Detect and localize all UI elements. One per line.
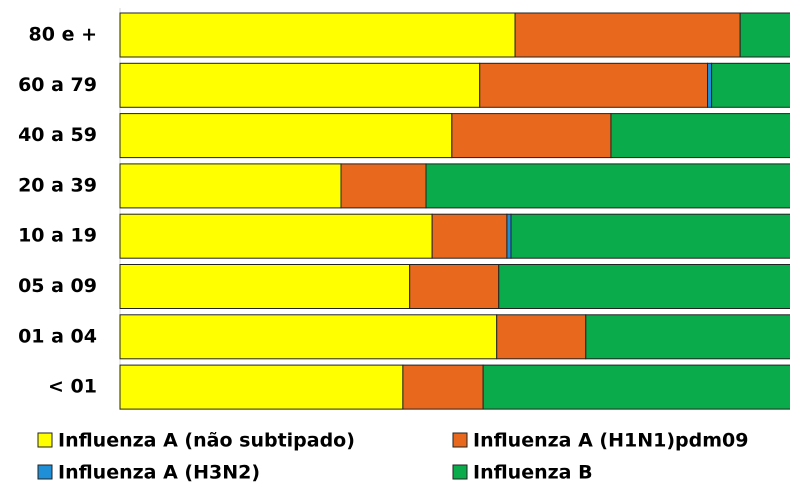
y-tick-label: 80 e + (29, 24, 97, 46)
bar-segment (496, 314, 587, 360)
bar-segment (479, 62, 709, 108)
bar-segment (510, 213, 790, 259)
y-tick-label: 10 a 19 (18, 225, 97, 247)
bar-segment (739, 12, 790, 58)
legend-swatch (37, 432, 53, 448)
legend-label: Influenza A (H1N1)pdm09 (473, 430, 748, 452)
bar-segment (610, 113, 790, 159)
bar-segment (119, 213, 433, 259)
y-tick-label: 40 a 59 (18, 124, 97, 146)
bar-segment (514, 12, 741, 58)
legend-label: Influenza A (H3N2) (58, 462, 260, 484)
bar-segment (498, 264, 790, 309)
legend-label: Influenza A (não subtipado) (58, 430, 355, 452)
y-tick-label: < 01 (48, 376, 97, 398)
legend-swatch (37, 464, 53, 480)
bar-segment (451, 113, 612, 159)
bar-segment (707, 62, 713, 108)
bar-segment (482, 364, 790, 410)
bar-segment (119, 62, 481, 108)
legend-swatch (452, 464, 468, 480)
bar-segment (425, 163, 790, 209)
bar-segment (119, 314, 498, 360)
legend-label: Influenza B (473, 462, 593, 484)
y-tick-label: 05 a 09 (18, 275, 97, 297)
bar-segment (409, 264, 500, 309)
bar-segment (711, 62, 790, 108)
bar-segment (340, 163, 427, 209)
bar-segment (119, 113, 453, 159)
bar-segment (119, 163, 342, 209)
bar-segment (431, 213, 508, 259)
bar-segment (585, 314, 790, 360)
bar-segment (119, 364, 404, 410)
bar-segment (402, 364, 484, 410)
bar-segment (506, 213, 512, 259)
y-tick-label: 20 a 39 (18, 174, 97, 196)
legend-swatch (452, 432, 468, 448)
y-tick-label: 01 a 04 (18, 325, 97, 347)
bar-segment (119, 264, 411, 309)
y-tick-label: 60 a 79 (18, 74, 97, 96)
bar-segment (119, 12, 516, 58)
